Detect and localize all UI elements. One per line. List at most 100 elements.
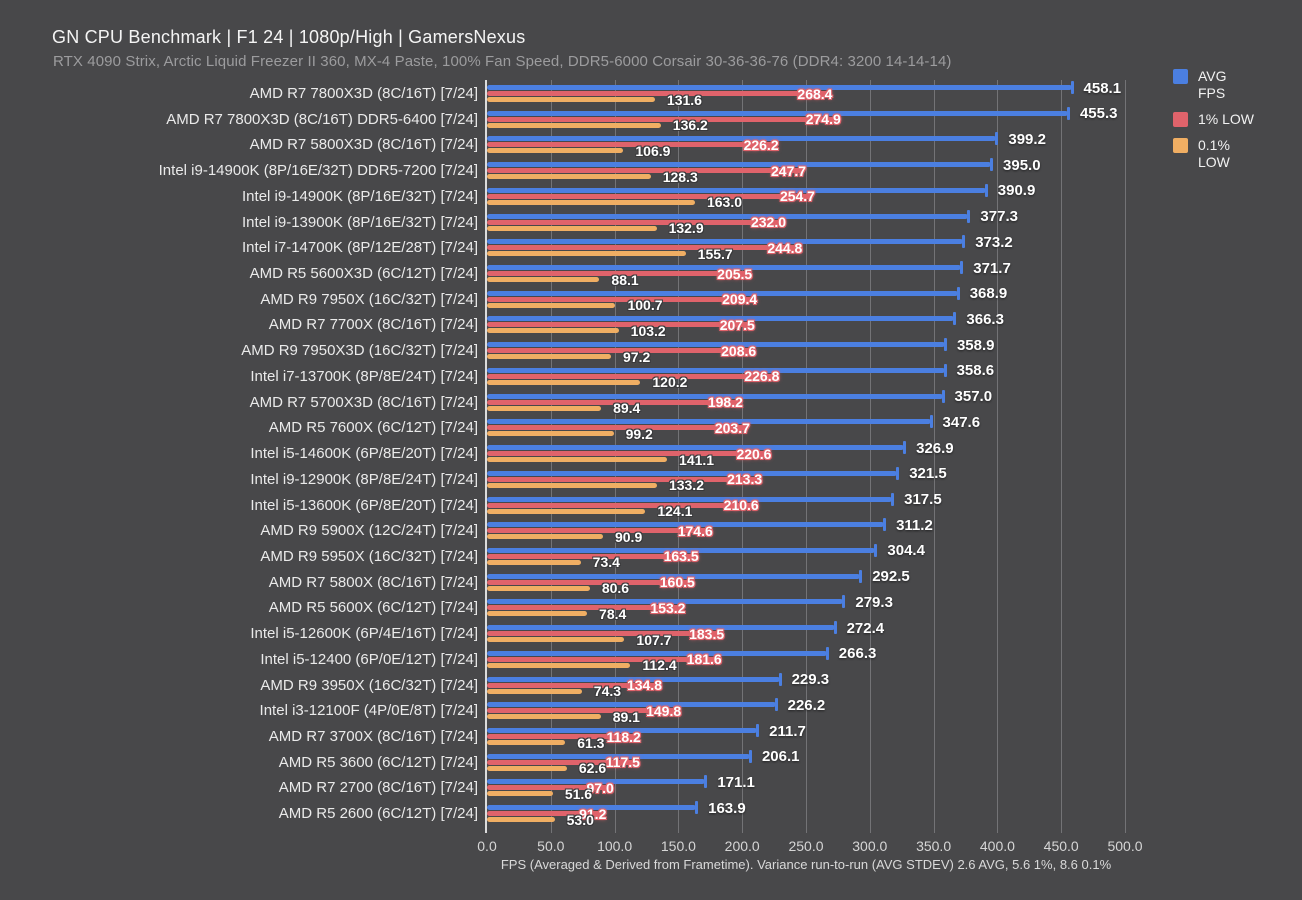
legend-item: 0.1% LOW [1173,137,1256,171]
bar-avg-endcap [941,389,945,403]
bar-1pct-low [487,322,752,328]
bar-01pct-low [487,354,612,360]
bar-1pct-low [487,142,776,148]
bar-01pct-low [487,740,566,745]
bar-01pct-low [487,482,657,488]
bar-avg-endcap [1070,81,1074,94]
value-label-01pct: 132.9 [668,220,704,237]
bar-01pct-low [487,817,555,823]
cpu-label: AMD R9 5900X (12C/24T) [7/24] [260,522,478,540]
x-tick-label: 300.0 [852,838,888,854]
value-label-1pct: 163.5 [663,548,699,565]
cpu-label: AMD R5 3600 (6C/12T) [7/24] [278,753,478,771]
bar-01pct-low [487,688,582,694]
value-label-1pct: 97.0 [586,779,614,796]
value-label-avg: 206.1 [761,748,800,766]
value-label-avg: 304.4 [887,542,925,560]
value-label-01pct: 80.6 [601,580,630,597]
value-label-01pct: 163.0 [706,194,743,211]
bar-01pct-low [487,225,657,231]
cpu-label: AMD R7 7800X3D (8C/16T) [7/24] [249,85,478,102]
bar-1pct-low [487,631,722,637]
bar-01pct-low [487,457,668,463]
bar-avg-endcap [990,158,994,172]
value-label-avg: 357.0 [954,388,993,406]
cpu-label: AMD R9 5950X (16C/32T) [7/24] [260,547,478,565]
bar-avg-fps [487,85,1072,90]
value-label-1pct: 203.7 [714,419,750,436]
x-tick-label: 400.0 [979,838,1015,854]
value-label-1pct: 174.6 [677,522,713,539]
legend-swatch [1173,138,1188,153]
value-label-avg: 395.0 [1003,156,1041,174]
chart-title: GN CPU Benchmark | F1 24 | 1080p/High | … [52,27,526,47]
bar-1pct-low [487,116,838,122]
bar-1pct-low [487,271,750,277]
cpu-label: AMD R9 7950X (16C/32T) [7/24] [260,290,478,308]
x-axis-label: FPS (Averaged & Derived from Frametime).… [500,857,1112,872]
y-axis [485,80,487,833]
value-label-avg: 272.4 [846,619,885,637]
bar-1pct-low [487,296,755,302]
bar-1pct-low [487,734,638,739]
value-label-avg: 279.3 [855,593,893,611]
bar-avg-endcap [1066,106,1070,120]
value-label-avg: 266.3 [838,645,877,663]
value-label-01pct: 97.2 [623,348,651,365]
bar-1pct-low [487,425,747,431]
bar-avg-fps [487,599,844,605]
bar-avg-fps [487,496,893,502]
bar-avg-endcap [874,543,878,557]
bar-avg-fps [487,419,931,425]
value-label-01pct: 120.2 [652,374,688,391]
bar-avg-endcap [943,363,947,377]
x-tick-label: 250.0 [788,838,824,854]
bar-1pct-low [487,373,777,379]
value-label-1pct: 207.5 [719,316,755,333]
value-label-avg: 321.5 [909,465,947,483]
value-label-avg: 458.1 [1083,79,1122,97]
bar-avg-endcap [896,466,900,480]
bar-1pct-low [487,91,830,96]
cpu-label: Intel i5-12600K (6P/4E/16T) [7/24] [250,625,478,643]
bar-01pct-low [487,765,567,771]
bar-01pct-low [487,585,590,591]
value-label-1pct: 209.4 [722,291,758,308]
value-label-1pct: 91.2 [579,805,607,822]
value-label-avg: 317.5 [904,491,942,509]
bar-avg-fps [487,290,958,296]
bar-01pct-low [487,148,624,154]
bar-1pct-low [487,219,784,225]
bar-avg-fps [487,342,945,348]
value-label-01pct: 73.4 [592,554,620,571]
gridline [614,80,616,833]
gridline [997,80,999,833]
bar-avg-endcap [953,312,957,326]
bar-01pct-low [487,791,553,797]
value-label-avg: 163.9 [708,799,746,817]
bar-1pct-low [487,168,804,174]
bar-01pct-low [487,714,601,720]
bar-01pct-low [487,302,616,308]
value-label-1pct: 268.4 [797,85,833,102]
legend-label: 0.1% LOW [1198,137,1230,170]
value-label-1pct: 149.8 [646,702,682,719]
cpu-label: AMD R7 5800X (8C/16T) [7/24] [268,573,478,591]
bar-avg-endcap [956,286,960,300]
value-label-01pct: 53.0 [566,811,594,828]
value-label-avg: 377.3 [980,208,1018,226]
value-label-01pct: 74.3 [593,683,622,700]
value-label-01pct: 89.4 [613,400,641,417]
value-label-1pct: 134.8 [626,677,662,694]
value-label-01pct: 136.2 [672,117,708,134]
cpu-label: AMD R5 7600X (6C/12T) [7/24] [268,419,478,437]
bar-01pct-low [487,405,602,411]
bar-avg-endcap [943,338,947,352]
bar-avg-endcap [929,415,933,429]
bar-avg-endcap [903,441,907,455]
gridline [1125,80,1126,833]
value-label-01pct: 131.6 [666,91,702,108]
gridline [869,80,871,833]
bar-01pct-low [487,97,655,102]
